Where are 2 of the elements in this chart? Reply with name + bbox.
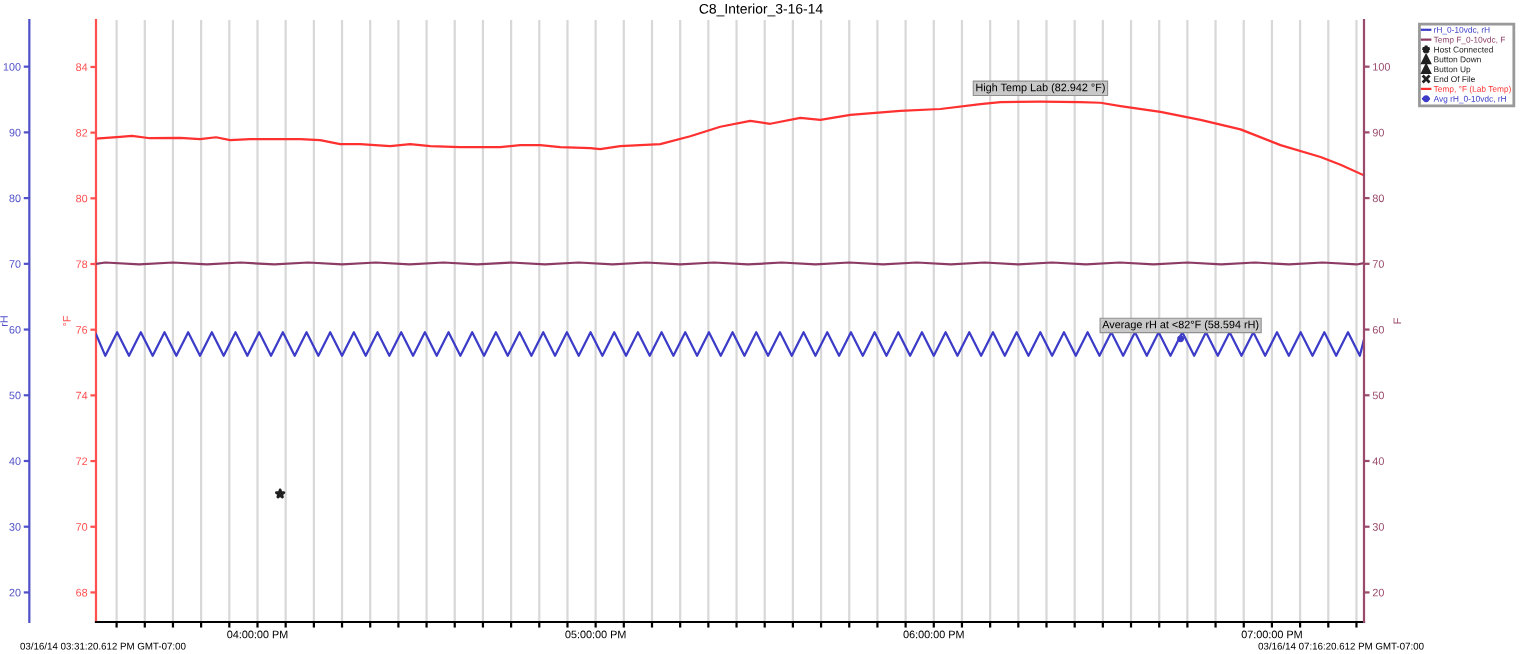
line-series <box>96 100 1364 177</box>
line-series <box>96 331 1364 357</box>
